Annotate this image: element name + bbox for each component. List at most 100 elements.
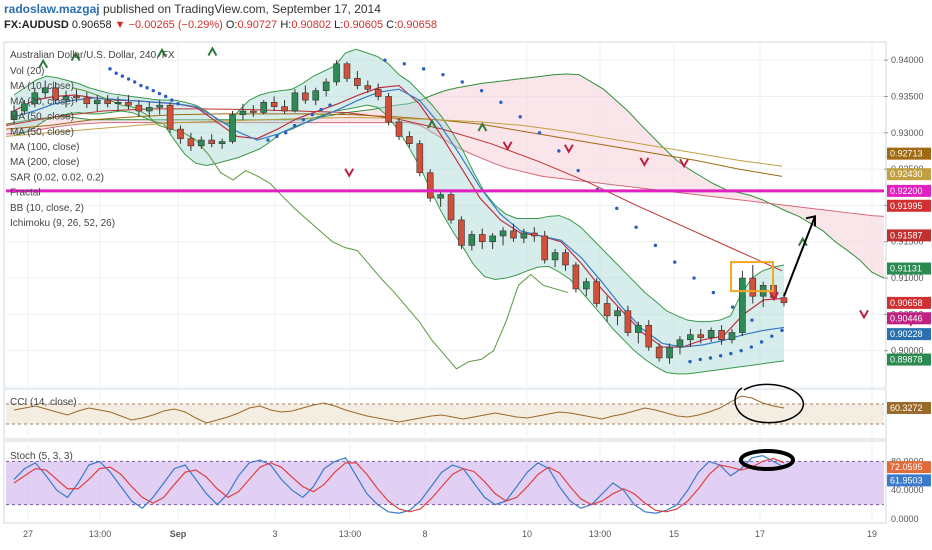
candle-body [41,87,49,94]
candle-body [281,106,288,112]
publisher-line: radoslaw.mazgaj published on TradingView… [4,2,381,16]
price-tag-bg [887,147,931,160]
candle-body [31,92,39,105]
stoch-tick-label: 40.0000 [891,485,924,495]
cci-tag-bg [887,401,931,414]
indicator-label: MA (20, close) [10,96,74,107]
indicator-label: Vol (20) [10,66,44,77]
price-tag-bg [887,229,931,242]
candle-body [229,114,236,142]
indicator-label: MA (100, close) [10,142,79,153]
candle-body [208,139,216,144]
candle-body [780,297,788,304]
sar-dot [421,67,426,71]
candle-body [635,324,642,333]
sar-dot [634,225,638,229]
sar-dot [615,206,619,211]
x-tick-label: 15 [669,529,679,539]
x-tick-label: 13:00 [339,529,362,539]
candle-body [312,90,320,101]
candle-body [718,330,725,341]
indicator-label: MA (10, close) [10,81,74,92]
candle-body [458,219,465,246]
moving-averages [5,84,785,348]
x-tick-label: 27 [23,529,33,539]
indicator-label: Ichimoku (9, 26, 52, 26) [10,218,115,229]
drawing-annotations[interactable] [730,215,816,471]
sar-dot [383,58,387,62]
stoch-k-tag-text: 72.0595 [890,462,923,472]
sar-dot [310,112,314,117]
candle-body [447,194,455,221]
price-tag-bg [887,262,931,275]
fractal-up [70,51,81,62]
candle-body [93,99,101,105]
cci-label: CCI (14, close) [10,397,77,408]
ma-line [5,117,783,167]
sar-dot [750,318,754,322]
sar-dot [729,351,733,356]
bb-upper [13,48,785,323]
sar-dot [518,115,522,119]
candle-body [270,101,278,107]
sar-dot [151,88,155,93]
candle-body [218,141,226,144]
y-tick-label: 0.93500 [891,91,924,101]
published-text: published on TradingView.com, September … [102,2,381,16]
candle-body [499,230,507,237]
candle-body [749,277,757,297]
candle-body [707,330,715,338]
candle-body [145,107,153,112]
high-value: 0.90802 [291,19,332,31]
candle-body [697,334,705,338]
y-tick-label: 0.91000 [891,273,924,283]
indicator-label: MA (50, close) [10,127,74,138]
sar-dot [718,354,723,358]
candle-body [83,97,91,105]
candle-body [354,78,361,86]
indicator-label: MA (50, close) [10,112,74,123]
candle-body [510,230,517,239]
author-link[interactable]: radoslaw.mazgaj [4,2,100,16]
candle-body [489,235,496,243]
candle-body [728,332,736,341]
fractal-up [157,47,167,58]
candle-body [114,101,122,105]
x-tick-label: 19 [867,529,877,539]
y-tick-label: 0.90000 [891,346,924,356]
candle-body [437,194,444,199]
parabolic-sar [108,58,784,364]
price-tags: 0.92713 0.92430 0.92200 0.91995 0.91587 0.911… [887,147,931,366]
candle-body [603,303,611,317]
sar-dot [275,134,279,139]
sar-dot [139,83,143,88]
sar-dot [460,80,464,84]
bb-fill [14,49,784,374]
candle-body [426,172,434,199]
time-axis[interactable]: 27 13:00 Sep 3 13:00 8 10 13:00 15 17 19 [23,529,877,539]
close-label: C: [386,19,398,31]
sar-dot [284,131,288,135]
x-tick-label: 13:00 [589,529,612,539]
candle-body [333,63,340,83]
sar-dot [653,243,658,248]
high-label: H: [280,19,292,31]
candle-body [676,339,684,348]
candle-body [582,281,590,290]
cloud-span-b [5,122,885,217]
highlight-box [730,261,774,293]
y-tick-label: 0.91500 [891,237,924,247]
symbol-name[interactable]: FX:AUDUSD [4,19,69,31]
sar-dot [170,98,174,102]
sar-dot [576,168,580,173]
candle-body [364,85,372,90]
fractal-down [859,309,869,320]
stoch-label: Stoch (5, 3, 3) [10,451,73,462]
price-tag-bg [887,353,931,366]
x-tick-label: 13:00 [89,529,112,539]
fractal-down [344,168,355,178]
sar-dot [108,67,112,71]
price-tag-bg [887,168,931,181]
sar-dot [479,88,484,93]
